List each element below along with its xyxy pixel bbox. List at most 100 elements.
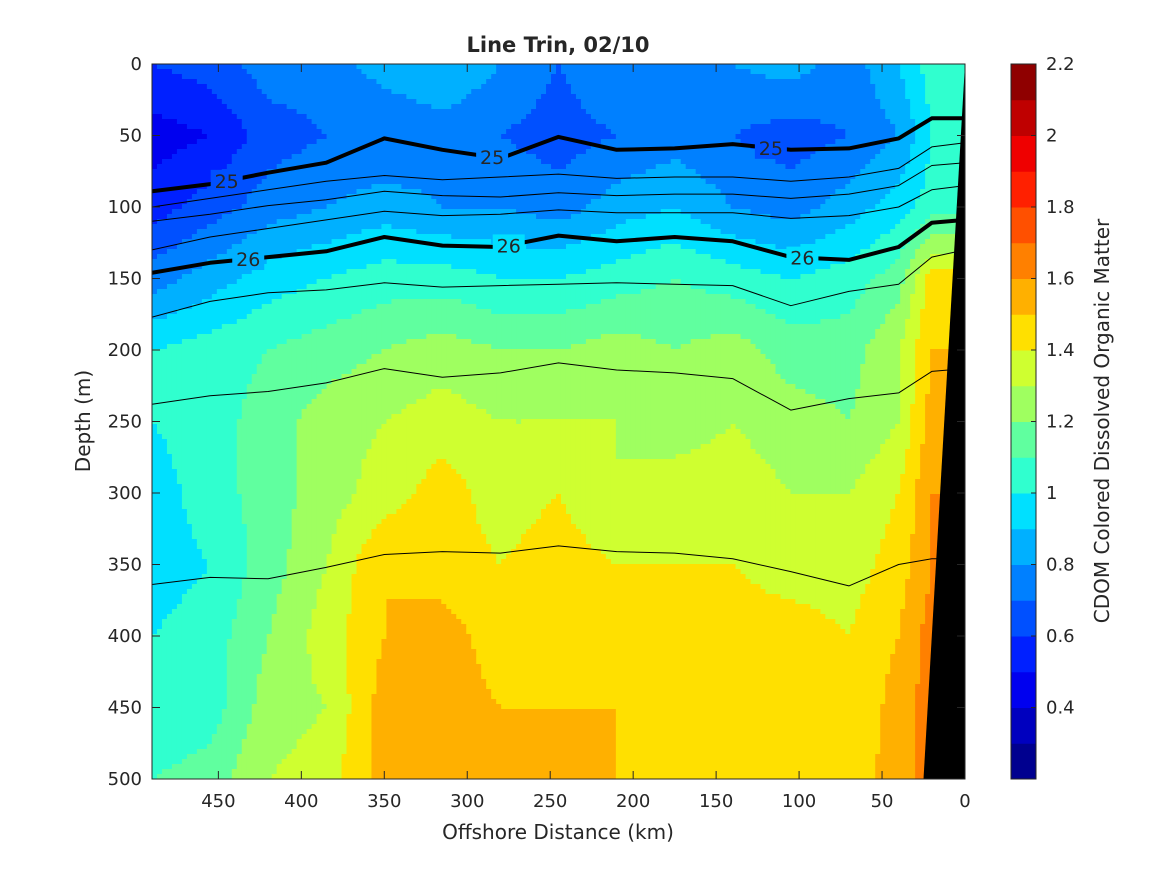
field-cell bbox=[421, 64, 427, 70]
field-cell bbox=[731, 184, 737, 190]
field-cell bbox=[421, 79, 427, 85]
field-cell bbox=[820, 79, 826, 85]
field-cell bbox=[845, 74, 851, 80]
field-cell bbox=[431, 79, 437, 85]
field-cell bbox=[611, 139, 617, 145]
field-cell bbox=[396, 89, 402, 95]
field-cell bbox=[646, 89, 652, 95]
field-cell bbox=[327, 204, 333, 210]
field-cell bbox=[770, 109, 776, 115]
field-cell bbox=[800, 114, 806, 120]
field-cell bbox=[277, 159, 283, 165]
field-cell bbox=[371, 164, 377, 170]
field-cell bbox=[790, 209, 796, 215]
field-cell bbox=[162, 124, 168, 130]
field-cell bbox=[197, 164, 203, 170]
field-cell bbox=[456, 184, 462, 190]
field-cell bbox=[431, 114, 437, 120]
field-cell bbox=[431, 199, 437, 205]
field-cell bbox=[875, 174, 881, 180]
field-cell bbox=[187, 139, 193, 145]
field-cell bbox=[571, 104, 577, 110]
field-cell bbox=[232, 134, 238, 140]
field-cell bbox=[860, 134, 866, 140]
field-cell bbox=[217, 214, 223, 220]
field-cell bbox=[825, 194, 831, 200]
field-cell bbox=[297, 159, 303, 165]
field-cell bbox=[641, 184, 647, 190]
field-cell bbox=[686, 94, 692, 100]
field-cell bbox=[496, 79, 502, 85]
field-cell bbox=[461, 74, 467, 80]
field-cell bbox=[860, 119, 866, 125]
field-cell bbox=[531, 94, 537, 100]
field-cell bbox=[681, 154, 687, 160]
field-cell bbox=[860, 159, 866, 165]
field-cell bbox=[860, 154, 866, 160]
field-cell bbox=[810, 124, 816, 130]
field-cell bbox=[456, 119, 462, 125]
field-cell bbox=[451, 209, 457, 215]
field-cell bbox=[411, 89, 417, 95]
field-cell bbox=[800, 99, 806, 105]
field-cell bbox=[277, 179, 283, 185]
field-cell bbox=[736, 104, 742, 110]
field-cell bbox=[322, 89, 328, 95]
field-cell bbox=[536, 164, 542, 170]
field-cell bbox=[691, 169, 697, 175]
field-cell bbox=[232, 164, 238, 170]
field-cell bbox=[541, 149, 547, 155]
field-cell bbox=[277, 199, 283, 205]
field-cell bbox=[576, 184, 582, 190]
field-cell bbox=[267, 129, 273, 135]
field-cell bbox=[571, 64, 577, 70]
field-cell bbox=[506, 139, 512, 145]
field-cell bbox=[217, 109, 223, 115]
field-cell bbox=[860, 89, 866, 95]
field-cell bbox=[676, 194, 682, 200]
field-cell bbox=[232, 79, 238, 85]
field-cell bbox=[391, 64, 397, 70]
field-cell bbox=[865, 84, 871, 90]
field-cell bbox=[361, 104, 367, 110]
field-cell bbox=[411, 84, 417, 90]
field-cell bbox=[491, 114, 497, 120]
field-cell bbox=[765, 89, 771, 95]
field-cell bbox=[756, 69, 762, 75]
field-cell bbox=[252, 214, 258, 220]
field-cell bbox=[900, 154, 906, 160]
field-cell bbox=[391, 159, 397, 165]
field-cell bbox=[656, 129, 662, 135]
field-cell bbox=[391, 129, 397, 135]
field-cell bbox=[825, 129, 831, 135]
field-cell bbox=[371, 134, 377, 140]
field-cell bbox=[292, 189, 298, 195]
field-cell bbox=[770, 174, 776, 180]
field-cell bbox=[406, 194, 412, 200]
field-cell bbox=[691, 139, 697, 145]
field-cell bbox=[566, 104, 572, 110]
field-cell bbox=[830, 84, 836, 90]
field-cell bbox=[511, 69, 517, 75]
field-cell bbox=[511, 194, 517, 200]
field-cell bbox=[352, 154, 358, 160]
field-cell bbox=[312, 74, 318, 80]
field-cell bbox=[830, 209, 836, 215]
field-cell bbox=[875, 79, 881, 85]
field-cell bbox=[621, 69, 627, 75]
field-cell bbox=[790, 154, 796, 160]
field-cell bbox=[775, 99, 781, 105]
field-cell bbox=[262, 144, 268, 150]
field-cell bbox=[686, 109, 692, 115]
field-cell bbox=[481, 104, 487, 110]
field-cell bbox=[332, 189, 338, 195]
field-cell bbox=[272, 159, 278, 165]
field-cell bbox=[765, 169, 771, 175]
field-cell bbox=[716, 164, 722, 170]
field-cell bbox=[955, 94, 961, 100]
field-cell bbox=[436, 119, 442, 125]
field-cell bbox=[431, 119, 437, 125]
field-cell bbox=[611, 129, 617, 135]
field-cell bbox=[337, 124, 343, 130]
field-cell bbox=[905, 164, 911, 170]
